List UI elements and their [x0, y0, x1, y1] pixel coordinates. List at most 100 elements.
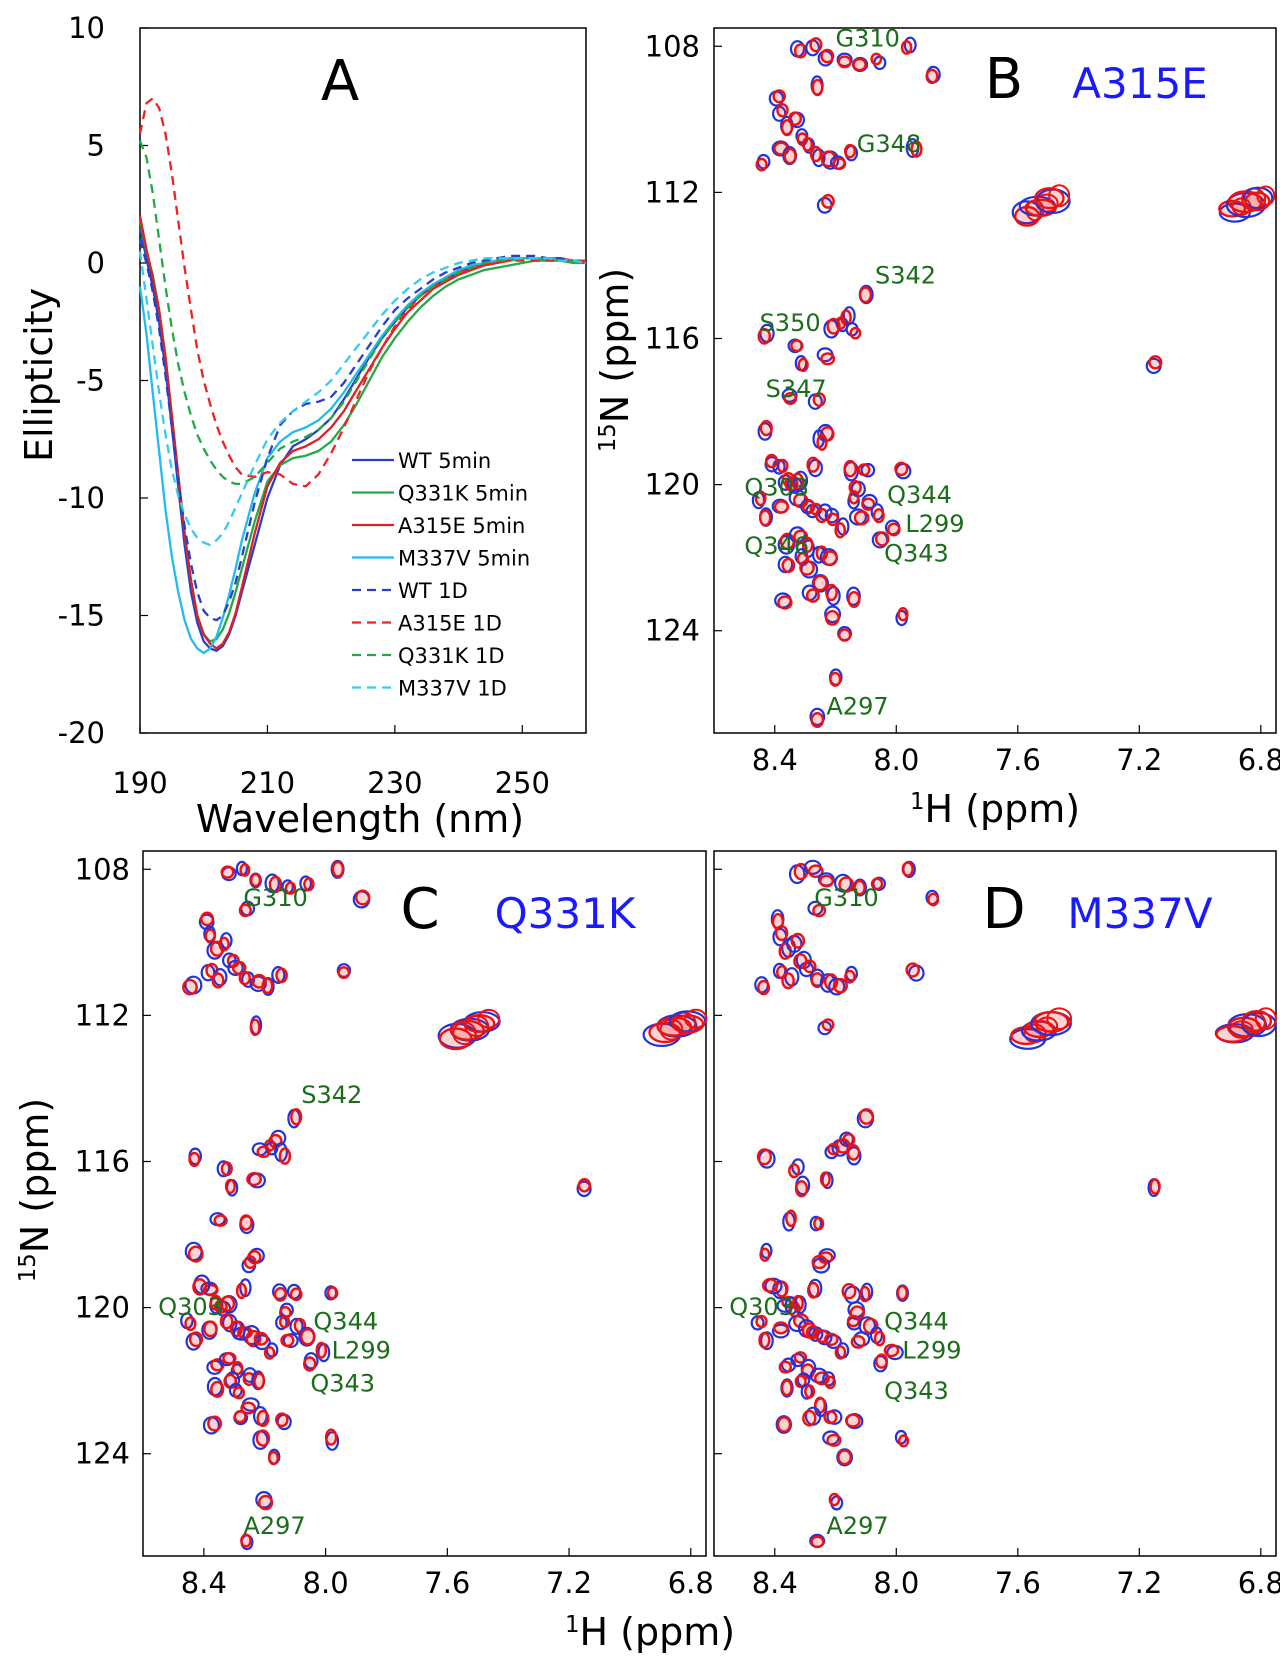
residue-label: Q303 [729, 1293, 794, 1321]
cd-series-line [138, 97, 587, 488]
hsqc-peak-mutant [901, 861, 914, 877]
hsqc-peak-mutant [184, 1316, 197, 1332]
hsqc-peak-mutant [220, 865, 235, 879]
hsqc-peak-mutant [776, 103, 789, 118]
hsqc-peak-mutant [204, 928, 217, 944]
hsqc-peak-mutant [847, 591, 861, 609]
hsqc-peak-mutant [790, 472, 805, 491]
hsqc-peak-mutant [827, 1142, 840, 1156]
hsqc-peak-mutant [810, 1535, 825, 1549]
hsqc-peak-mutant [303, 877, 315, 892]
hsqc-peak-reference [289, 1317, 304, 1335]
hsqc-peak-reference [793, 470, 809, 491]
legend-label: A315E 1D [398, 612, 502, 636]
hsqc-peak-mutant [812, 392, 826, 407]
y-tick-label: 108 [75, 852, 130, 886]
cd-series-line [138, 227, 587, 652]
residue-label: Q343 [884, 539, 949, 567]
legend-label: Q331K 5min [398, 482, 528, 506]
hsqc-peak-mutant [253, 1331, 269, 1346]
hsqc-peak-mutant [797, 357, 809, 373]
residue-label: Q346 [744, 532, 809, 560]
hsqc-peak-mutant [894, 461, 909, 477]
hsqc-peak-mutant [812, 574, 828, 592]
hsqc-peak-mutant [845, 1413, 861, 1428]
hsqc-peak-mutant [803, 959, 817, 974]
hsqc-peak-mutant [834, 522, 847, 539]
hsqc-peak-mutant [826, 1433, 842, 1447]
legend-label: A315E 5min [398, 514, 525, 538]
hsqc-peak-mutant [222, 1352, 237, 1365]
hsqc-peak-mutant [268, 1450, 280, 1466]
hsqc-plot-frame [713, 850, 1277, 1557]
hsqc-peak-mutant [219, 1295, 236, 1312]
hsqc-peak-mutant [235, 1282, 248, 1300]
hsqc-peak-mutant [258, 1494, 274, 1511]
x-tick-label: 6.8 [1238, 743, 1280, 777]
hsqc-peak-mutant [844, 969, 856, 984]
panel-b: 8.4 8.0 7.6 7.2 6.8 108 112 116 120 124 15N (ppm) 1… [593, 24, 1280, 831]
hsqc-peak-mutant [759, 509, 772, 527]
hsqc-peak-mutant [861, 497, 876, 511]
hsqc-peak-mutant [781, 557, 796, 574]
hsqc-peak-mutant [764, 453, 779, 469]
hsqc-peak-reference [299, 875, 313, 892]
residue-label: Q303 [158, 1293, 223, 1321]
mutant-title: A315E [1072, 59, 1207, 108]
hsqc-peak-mutant [239, 863, 251, 877]
panel-letter: A [321, 49, 359, 114]
hsqc-peak-mutant [824, 1375, 837, 1390]
hsqc-peak-reference [809, 1215, 823, 1232]
mutant-title: Q331K [495, 889, 637, 938]
hsqc-peak-mutant [233, 1409, 247, 1424]
y-tick-label: 124 [645, 614, 700, 648]
cd-series-line [138, 215, 586, 650]
hsqc-peak-mutant [821, 1018, 835, 1032]
panel-a: 190 210 230 250 10 5 0 -5 -10 -15 -20 Wavelength (n… [17, 11, 587, 841]
hsqc-peak-mutant [848, 490, 860, 505]
hsqc-peak-mutant [315, 1341, 328, 1359]
hsqc-peak-mutant [874, 531, 890, 547]
hsqc-peak-mutant [256, 1409, 270, 1428]
hsqc-peak-reference [809, 707, 826, 726]
y-tick-label: 112 [75, 998, 130, 1032]
y-tick-label: 120 [75, 1291, 130, 1325]
hsqc-peak-mutant [802, 536, 814, 553]
hsqc-peak-mutant [873, 1330, 886, 1347]
cd-series-line [138, 257, 587, 655]
hsqc-peak-mutant [900, 40, 913, 55]
residue-label: S342 [301, 1081, 362, 1109]
hsqc-peak-mutant [188, 1331, 204, 1348]
x-tick-label: 7.6 [995, 1566, 1041, 1600]
hsqc-peak-mutant [927, 892, 940, 907]
hsqc-peak-mutant [849, 326, 862, 340]
hsqc-peak-mutant [273, 1287, 288, 1302]
hsqc-peak-mutant [255, 1429, 271, 1447]
x-axis-title: 1H (ppm) [565, 1610, 735, 1654]
hsqc-peak-mutant [824, 1332, 839, 1347]
hsqc-peak-mutant [925, 68, 939, 85]
hsqc-peak-reference [282, 1333, 299, 1349]
y-tick-label: -5 [76, 364, 105, 398]
hsqc-peak-mutant [785, 1209, 797, 1228]
x-axis-title: 1H (ppm) [910, 787, 1080, 831]
x-tick-label: 7.6 [424, 1566, 470, 1600]
hsqc-peak-mutant [819, 1171, 831, 1187]
residue-label: S342 [875, 262, 936, 290]
panel-letter: B [985, 47, 1023, 112]
hsqc-peak-mutant [207, 1415, 223, 1432]
hsqc-peak-mutant [870, 877, 884, 891]
x-tick-label: 8.4 [752, 1566, 798, 1600]
hsqc-peak-mutant [824, 610, 840, 626]
hsqc-peak-reference [1242, 186, 1274, 210]
hsqc-peak-mutant [799, 559, 815, 576]
y-tick-label: 108 [645, 29, 700, 63]
hsqc-peak-reference [824, 605, 842, 624]
hsqc-peak-mutant [337, 966, 351, 980]
hsqc-peak-mutant [249, 1018, 261, 1037]
hsqc-peak-reference [275, 1314, 288, 1331]
hsqc-peak-mutant [821, 193, 835, 209]
hsqc-peak-mutant [859, 1285, 871, 1303]
cd-series-line [138, 220, 586, 643]
hsqc-peak-mutant [324, 1428, 338, 1446]
